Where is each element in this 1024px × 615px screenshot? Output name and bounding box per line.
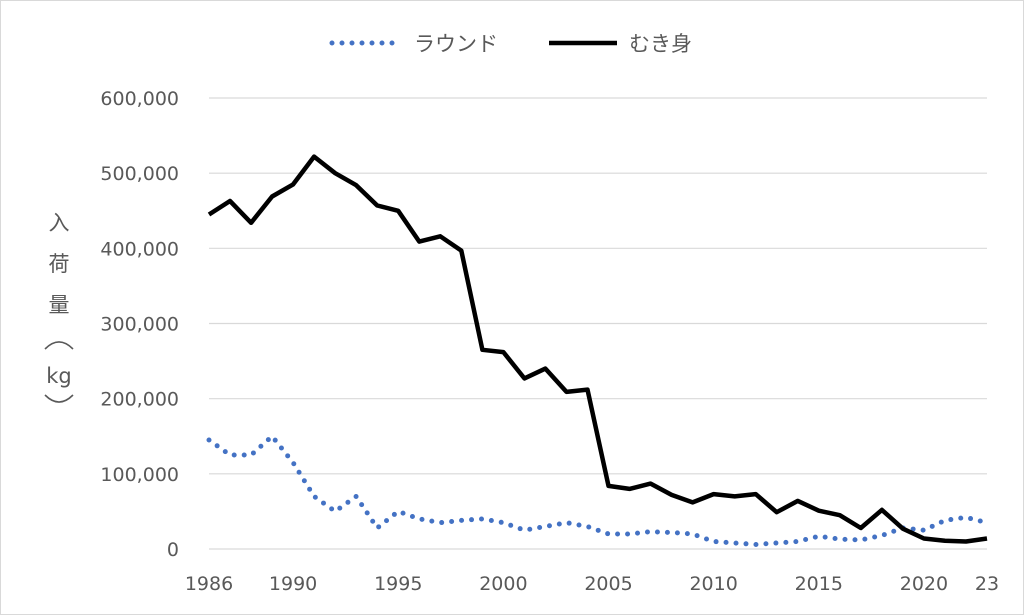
y-label-char: 入 (49, 211, 70, 235)
y-tick-label: 600,000 (100, 88, 179, 110)
legend: ラウンド むき身 (329, 32, 692, 56)
y-tick-label: 100,000 (100, 464, 179, 486)
y-label-char: 量 (49, 293, 70, 317)
x-tick-label: 1995 (374, 573, 422, 595)
y-label-paren-close (44, 394, 74, 403)
legend-label-0: ラウンド (414, 32, 498, 56)
x-tick-label: 2005 (584, 573, 632, 595)
x-tick-label: 1990 (269, 573, 317, 595)
y-label-char: 荷 (49, 252, 70, 276)
x-tick-label: 2010 (689, 573, 737, 595)
legend-label-1: むき身 (629, 32, 692, 56)
series-layer (206, 154, 990, 547)
y-axis-label-text: 入荷量 kg (44, 211, 74, 403)
y-label-unit: kg (46, 364, 72, 388)
series-line-round (206, 433, 990, 547)
x-tick-label: 2015 (795, 573, 843, 595)
y-label-paren-open (44, 341, 74, 350)
y-tick-labels: 0 100,000 200,000 300,000 400,000 500,000 600,… (100, 88, 179, 561)
y-tick-label: 300,000 (100, 314, 179, 336)
y-tick-label: 200,000 (100, 389, 179, 411)
y-tick-label: 400,000 (100, 238, 179, 260)
x-tick-label: 23 (975, 573, 999, 595)
x-tick-label: 2020 (900, 573, 948, 595)
series-line-mukimi (207, 154, 988, 544)
x-tick-labels: 1986 1990 1995 2000 2005 2010 2015 2020 23 (185, 573, 999, 595)
x-tick-label: 1986 (185, 573, 233, 595)
y-tick-label: 500,000 (100, 163, 179, 185)
x-tick-label: 2000 (479, 573, 527, 595)
y-tick-label: 0 (167, 539, 179, 561)
y-axis-label: 入荷量 kg (44, 211, 74, 403)
